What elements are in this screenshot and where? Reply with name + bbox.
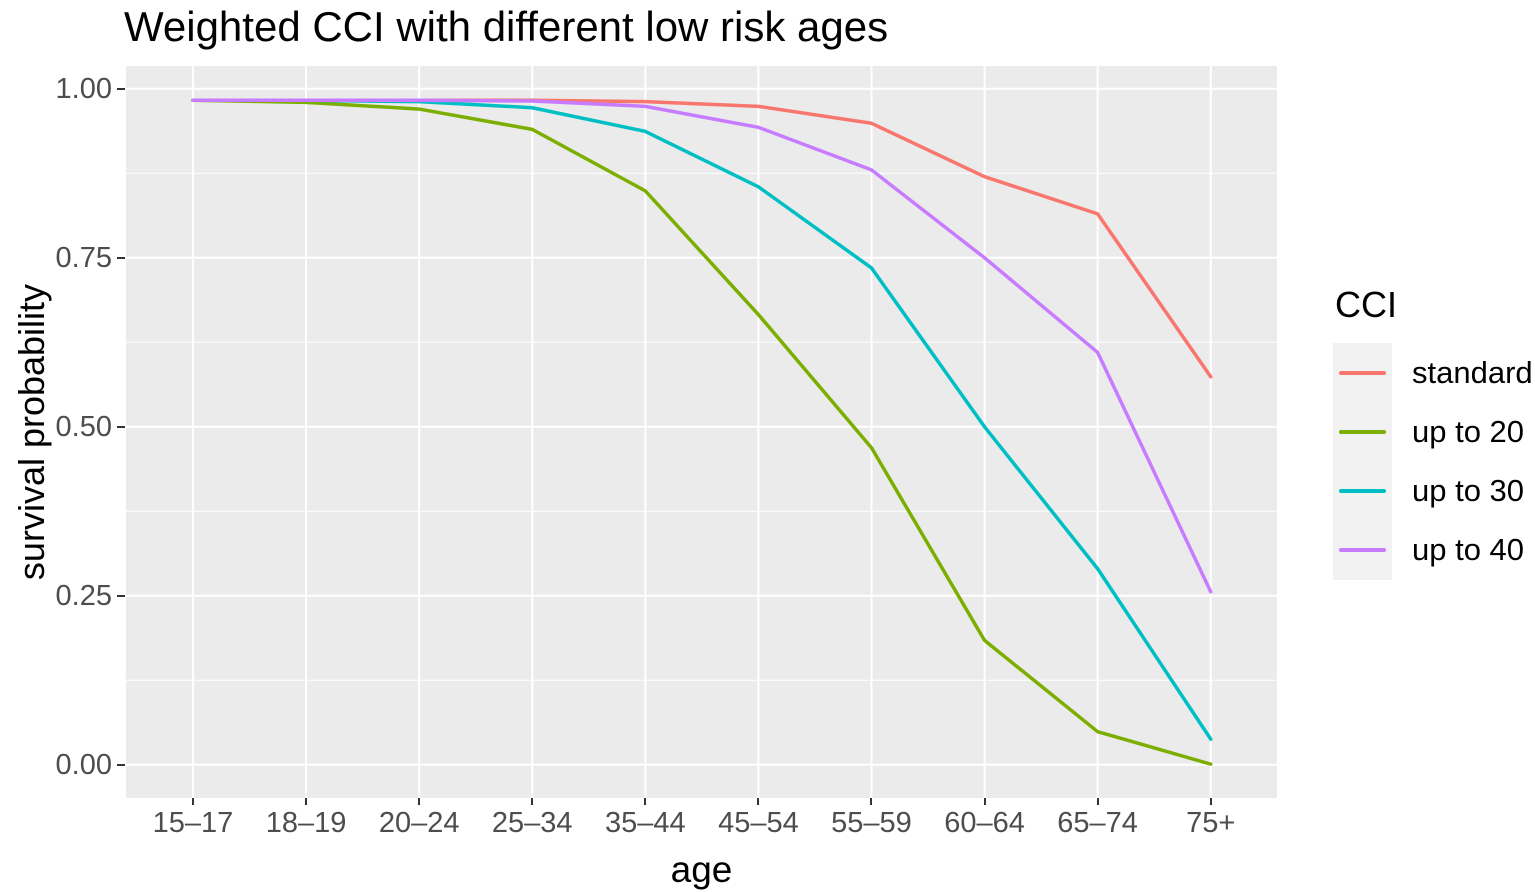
plot-panel [126, 66, 1277, 798]
y-tick-mark [117, 425, 125, 428]
legend-label: up to 40 [1412, 532, 1525, 568]
series-line-up-to-20 [191, 98, 1213, 766]
legend-key [1333, 402, 1392, 462]
y-tick-label: 0.00 [55, 748, 112, 781]
series-line-up-to-40 [191, 98, 1213, 594]
x-tick-mark [192, 798, 194, 805]
series-line-standard [191, 98, 1213, 379]
series-line-up-to-30 [191, 98, 1213, 741]
y-tick-label: 0.50 [55, 410, 112, 443]
x-tick-mark [418, 798, 421, 805]
x-tick-label: 15–17 [152, 807, 234, 839]
x-tick-mark [531, 798, 534, 805]
legend-title: CCI [1335, 284, 1397, 325]
plot-canvas [126, 66, 1277, 798]
y-tick-mark [117, 594, 125, 597]
x-tick-label: 65–74 [1057, 807, 1138, 839]
legend-label: up to 30 [1412, 473, 1525, 509]
x-tick-mark [305, 798, 308, 805]
x-tick-mark [870, 798, 873, 805]
x-tick-mark [644, 798, 647, 805]
x-tick-mark [983, 798, 986, 805]
y-tick-label: 0.25 [55, 579, 112, 612]
x-tick-mark [1096, 798, 1099, 805]
legend-label: standard [1412, 354, 1533, 390]
y-tick-label: 1.00 [55, 72, 112, 105]
x-tick-label: 35–44 [604, 807, 686, 839]
legend-key-line [1339, 429, 1386, 434]
legend-key-line [1339, 489, 1386, 494]
legend-key-line [1339, 548, 1386, 553]
y-tick-mark [117, 763, 125, 766]
x-tick-mark [1209, 798, 1212, 805]
legend-label: up to 20 [1412, 413, 1525, 449]
legend-key [1333, 461, 1392, 521]
y-axis-title: survival probability [11, 283, 52, 581]
x-tick-label: 45–54 [718, 807, 799, 839]
legend-key-line [1339, 370, 1386, 375]
legend-key [1333, 343, 1392, 403]
x-tick-label: 55–59 [831, 807, 912, 839]
y-tick-mark [117, 87, 125, 90]
x-tick-label: 75+ [1186, 807, 1236, 839]
x-tick-label: 60–64 [944, 807, 1025, 839]
y-tick-label: 0.75 [55, 241, 112, 274]
y-tick-mark [117, 256, 125, 259]
x-tick-label: 18–19 [265, 807, 347, 839]
legend-key [1333, 520, 1392, 580]
x-tick-label: 25–34 [491, 807, 573, 839]
chart-title: Weighted CCI with different low risk age… [124, 3, 889, 50]
x-tick-mark [757, 798, 760, 805]
x-tick-label: 20–24 [378, 807, 460, 839]
x-axis-title: age [670, 849, 733, 890]
